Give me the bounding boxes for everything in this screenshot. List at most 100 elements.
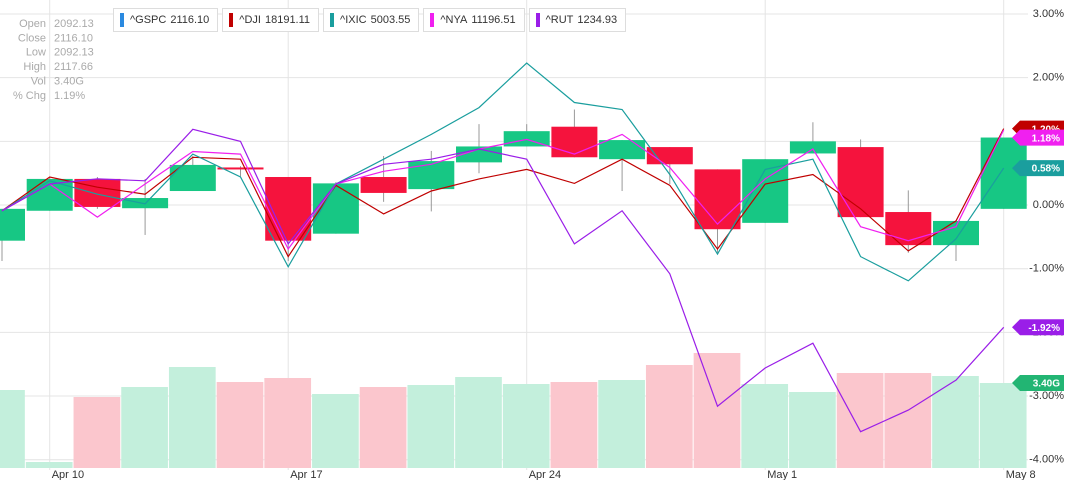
candle-body [599, 140, 646, 160]
legend-name: ^DJI [239, 14, 261, 26]
x-tick-label: May 8 [1006, 469, 1036, 480]
volume-bar [73, 397, 121, 468]
x-tick-label: May 1 [767, 469, 797, 480]
volume-bar [312, 394, 359, 468]
candle-body [74, 178, 121, 207]
volume-bar [836, 373, 884, 468]
candle-body [456, 146, 502, 163]
candle-body [360, 177, 407, 193]
volume-bar [645, 365, 693, 468]
volume [0, 353, 1027, 468]
badge-label: 3.40G [1033, 379, 1060, 390]
candle-body [837, 147, 884, 218]
volume-bar [168, 367, 216, 468]
legend-name: ^GSPC [130, 14, 167, 26]
candle-body [217, 167, 264, 170]
info-label: Vol [31, 76, 46, 88]
legend-item[interactable]: ^RUT 1234.93 [528, 8, 627, 32]
legend-marker [430, 13, 435, 27]
legend-item[interactable]: ^IXIC 5003.55 [323, 8, 420, 32]
y-tick-label: -3.00% [1029, 390, 1064, 402]
volume-bar [884, 373, 932, 468]
legend-name: ^RUT [545, 14, 574, 26]
y-tick-label: 2.00% [1033, 72, 1064, 84]
volume-badge: 3.40G [1012, 375, 1064, 391]
x-tick-label: Apr 17 [290, 469, 322, 480]
badge-label: -1.92% [1028, 323, 1060, 334]
series-line [1, 128, 1005, 433]
volume-bar [932, 376, 979, 468]
volume-bar [502, 384, 550, 468]
legend-item[interactable]: ^NYA 11196.51 [423, 8, 525, 32]
legend-value: 11196.51 [471, 14, 516, 26]
candle-body [933, 220, 979, 246]
x-tick-label: Apr 10 [52, 469, 84, 480]
info-label: Low [26, 47, 46, 59]
volume-bar [359, 387, 407, 468]
candle-body [789, 141, 836, 154]
badge-label: 1.18% [1032, 133, 1060, 144]
x-tick-label: Apr 24 [529, 469, 561, 480]
legend-value: 1234.93 [577, 14, 618, 26]
candle-body [885, 212, 932, 246]
legend: ^GSPC 2116.10 ^DJI 18191.11 ^IXIC 5003.55 ^NYA… [113, 8, 627, 32]
volume-bar [0, 390, 25, 468]
legend-item[interactable]: ^GSPC 2116.10 [113, 8, 219, 32]
info-label: High [23, 61, 46, 73]
legend-name: ^IXIC [340, 14, 367, 26]
series-line [1, 128, 1005, 258]
badge-label: 0.58% [1032, 164, 1060, 175]
legend-item[interactable]: ^DJI 18191.11 [222, 8, 320, 32]
info-value: 2092.13 [54, 47, 94, 59]
legend-value: 18191.11 [264, 14, 311, 26]
legend-value: 5003.55 [370, 14, 411, 26]
info-label: Open [19, 18, 46, 30]
series-line [1, 129, 1005, 251]
volume-bar [693, 353, 741, 468]
info-value: 2117.66 [54, 61, 93, 73]
volume-bar [407, 385, 455, 468]
volume-bar [264, 378, 312, 468]
legend-value: 2116.10 [170, 14, 210, 26]
volume-bar [979, 383, 1027, 468]
info-value: 2116.10 [54, 32, 93, 44]
y-tick-label: 0.00% [1033, 199, 1064, 211]
candle-body [265, 177, 312, 241]
volume-bar [789, 392, 836, 468]
volume-bar [741, 384, 789, 468]
legend-marker [535, 13, 540, 27]
volume-bar [455, 377, 502, 468]
badge-shape [1012, 129, 1064, 146]
info-label: Close [18, 32, 46, 44]
series-badge: -1.92% [1012, 319, 1064, 336]
y-tick-label: -4.00% [1029, 454, 1064, 466]
series-line [1, 62, 1005, 282]
legend-name: ^NYA [440, 14, 468, 26]
series-badge: 0.58% [1012, 160, 1064, 177]
legend-marker [120, 13, 124, 27]
volume-bar [216, 382, 264, 468]
candle-body [169, 164, 216, 192]
candle-body [694, 169, 741, 230]
candles [0, 109, 1027, 262]
candle-body [0, 208, 25, 241]
legend-marker [229, 13, 234, 27]
badge-shape [1012, 319, 1064, 336]
candle-body [551, 126, 598, 158]
volume-bar [25, 462, 73, 468]
volume-bar [121, 387, 168, 468]
volume-bar [598, 380, 645, 468]
candle-body [408, 161, 455, 190]
series-badge: 1.18% [1012, 129, 1064, 146]
legend-marker [330, 13, 335, 27]
info-label: % Chg [13, 90, 46, 102]
info-value: 2092.13 [54, 18, 94, 30]
volume-bar [550, 382, 598, 468]
info-panel: Open 2092.13 Close 2116.10 Low 2092.13 High 211… [13, 18, 94, 102]
y-tick-label: -1.00% [1029, 263, 1064, 275]
badge-shape [1012, 160, 1064, 177]
info-value: 3.40G [54, 76, 84, 88]
y-tick-label: 3.00% [1033, 8, 1064, 20]
